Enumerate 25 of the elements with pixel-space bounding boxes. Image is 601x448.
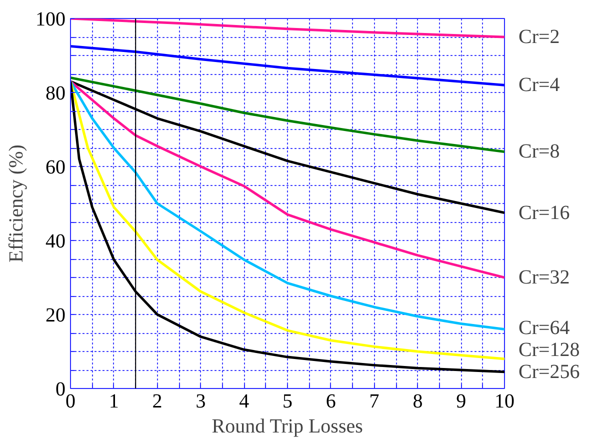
series-label: Cr=256 <box>518 360 580 383</box>
x-axis-title: Round Trip Losses <box>212 416 364 438</box>
series-label: Cr=64 <box>518 316 570 339</box>
series-label: Cr=16 <box>518 202 570 224</box>
y-tick-label: 100 <box>36 8 66 30</box>
y-tick-label: 40 <box>46 230 66 252</box>
y-tick-label: 80 <box>46 82 66 104</box>
x-tick-label: 1 <box>108 390 119 412</box>
y-axis-title: Efficiency (%) <box>6 144 28 262</box>
series-label: Cr=2 <box>518 26 560 48</box>
series-label: Cr=128 <box>518 338 580 361</box>
x-tick-label: 10 <box>494 390 514 412</box>
series-label: Cr=8 <box>518 140 560 163</box>
x-tick-label: 5 <box>282 390 292 412</box>
x-tick-label: 4 <box>239 390 250 412</box>
x-tick-label: 2 <box>152 390 162 412</box>
x-tick-label: 9 <box>456 390 466 412</box>
x-tick-label: 8 <box>412 390 423 412</box>
y-tick-label: 60 <box>46 156 66 178</box>
y-tick-label: 20 <box>46 304 66 326</box>
x-tick-label: 7 <box>369 390 380 412</box>
series-label: Cr=32 <box>518 266 570 288</box>
x-tick-label: 6 <box>326 390 336 412</box>
x-tick-label: 3 <box>196 390 206 412</box>
series-label: Cr=4 <box>518 74 560 96</box>
